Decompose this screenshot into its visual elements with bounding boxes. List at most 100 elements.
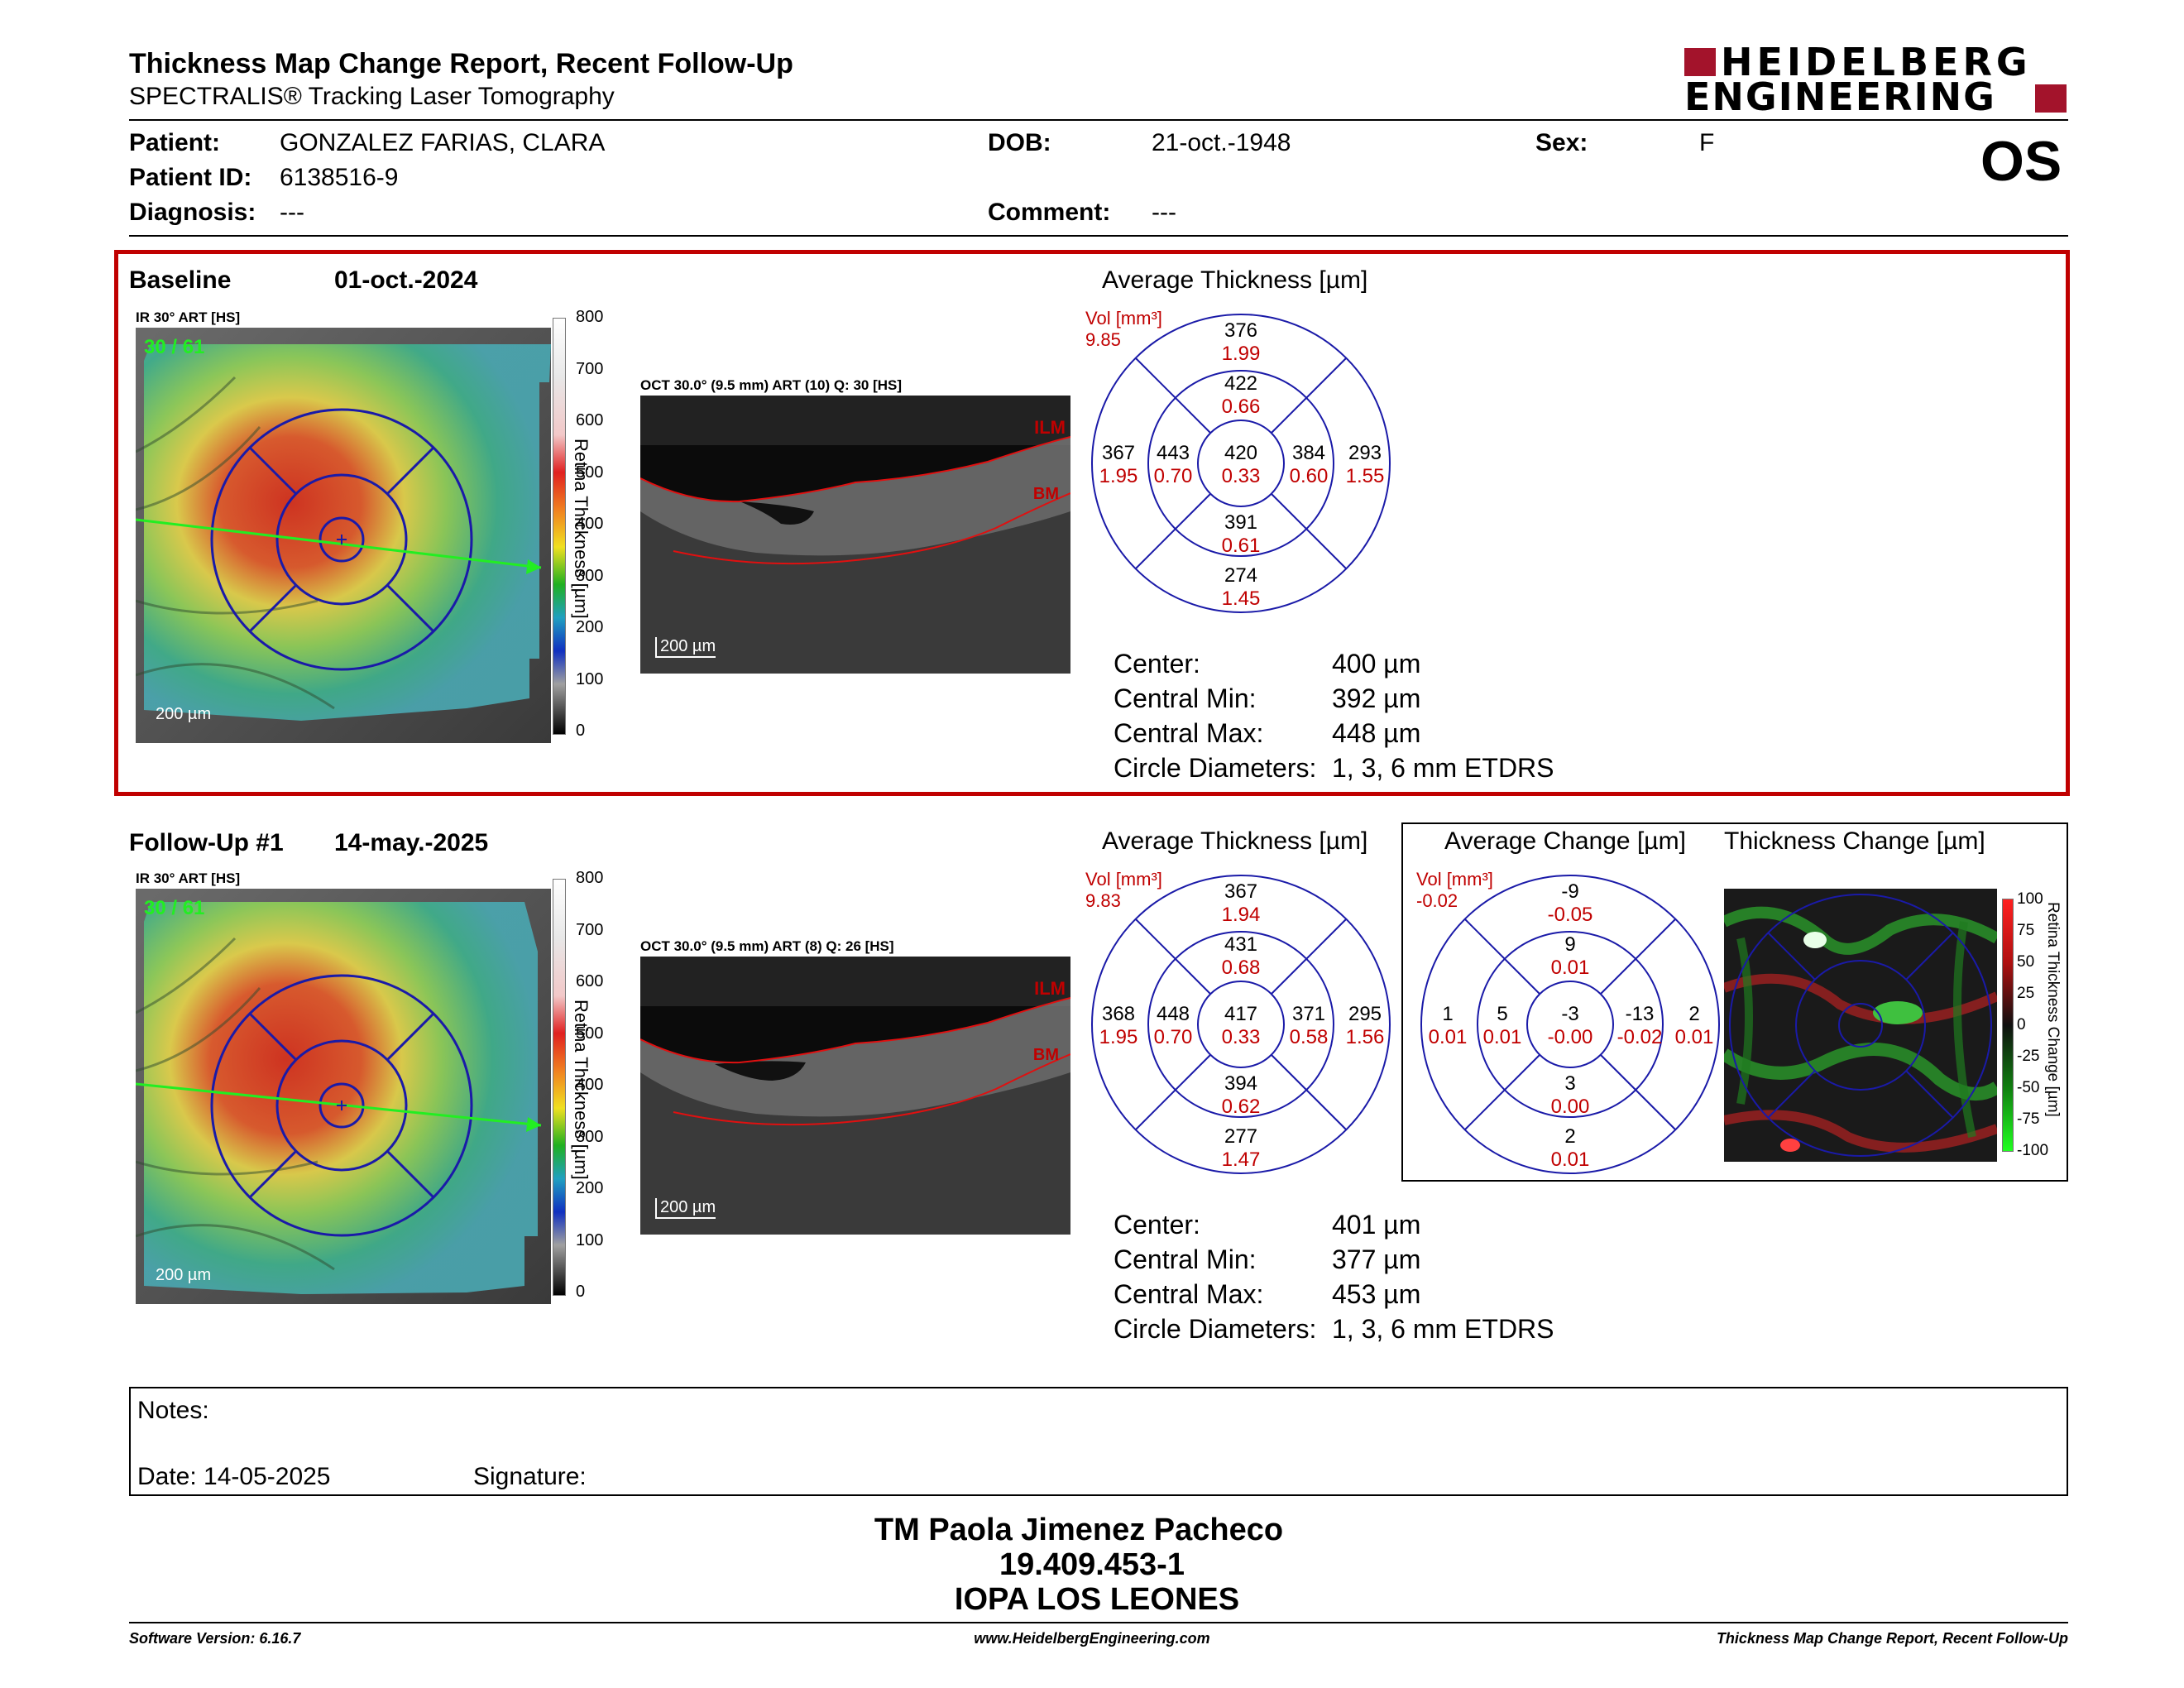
sex-value: F xyxy=(1699,129,1715,156)
website-link[interactable]: www.HeidelbergEngineering.com xyxy=(974,1630,1210,1647)
signer-block: TM Paola Jimenez Pacheco 19.409.453-1 IO… xyxy=(0,1513,2184,1617)
colorbar-tick: 300 xyxy=(576,566,604,585)
change-inner-right: -13 -0.02 xyxy=(1616,1003,1663,1048)
colorbar-tick: 50 xyxy=(2017,953,2035,971)
ir-scan-count: 30 / 61 xyxy=(144,336,205,358)
colorbar-tick: 75 xyxy=(2017,922,2035,939)
eye-indicator: OS xyxy=(1980,130,2062,193)
metric-center: Center: 401 µm xyxy=(1114,1210,1421,1240)
footer-divider xyxy=(129,1622,2068,1623)
colorbar-tick: 400 xyxy=(576,515,604,533)
patient-name: GONZALEZ FARIAS, CLARA xyxy=(280,129,606,156)
report-title: Thickness Map Change Report, Recent Foll… xyxy=(129,48,793,79)
change-inner-left: 5 0.01 xyxy=(1482,1003,1522,1048)
signature-label: Signature: xyxy=(473,1463,587,1490)
colorbar-tick: 800 xyxy=(576,869,604,887)
software-version: Software Version: 6.16.7 xyxy=(129,1630,301,1647)
colorbar-tick: 200 xyxy=(576,618,604,636)
colorbar-ticks: 800 700 600 500 400 300 200 100 0 xyxy=(576,308,617,740)
change-center: -3 -0.00 xyxy=(1547,1003,1593,1048)
fundus-thickness-map: 30 / 61 200 µm xyxy=(135,328,551,743)
brand-line1: HEIDELBERG xyxy=(1721,40,2032,84)
colorbar-tick: 700 xyxy=(576,359,604,378)
colorbar-tick: 200 xyxy=(576,1179,604,1197)
patient-id-label: Patient ID: xyxy=(129,164,252,191)
sector-center: 420 0.33 xyxy=(1221,442,1261,487)
sex-label: Sex: xyxy=(1535,129,1588,156)
sector-inner-right: 371 0.58 xyxy=(1289,1003,1329,1048)
notes-box[interactable]: Notes: Date: 14-05-2025 Signature: xyxy=(129,1387,2068,1496)
colorbar-tick: 600 xyxy=(576,972,604,990)
ir-label-followup: IR 30° ART [HS] xyxy=(136,870,241,886)
patient-label: Patient: xyxy=(129,129,221,156)
sector-center: 417 0.33 xyxy=(1221,1003,1261,1048)
dob-label: DOB: xyxy=(988,129,1051,156)
ir-scale-bar-followup: 200 µm xyxy=(156,1266,212,1284)
colorbar-tick: 500 xyxy=(576,1024,604,1043)
metric-circle-diameters: Circle Diameters: 1, 3, 6 mm ETDRS xyxy=(1114,753,1554,783)
baseline-panel xyxy=(114,250,2070,796)
ilm-label-followup: ILM xyxy=(1034,978,1066,999)
oct-scale-bar-followup: 200 µm xyxy=(655,1198,716,1219)
bm-label-followup: BM xyxy=(1032,1046,1059,1064)
colorbar-tick: 25 xyxy=(2017,985,2035,1002)
oct-label-followup: OCT 30.0° (9.5 mm) ART (8) Q: 26 [HS] xyxy=(640,938,894,954)
baseline-date: 01-oct.-2024 xyxy=(334,266,478,294)
change-inner-top: 9 0.01 xyxy=(1550,933,1590,979)
colorbar-tick: 700 xyxy=(576,920,604,939)
ilm-label: ILM xyxy=(1034,417,1066,438)
change-outer-bottom: 2 0.01 xyxy=(1550,1125,1590,1171)
signer-name: TM Paola Jimenez Pacheco xyxy=(874,1513,1284,1547)
thickness-change-map xyxy=(1720,889,2001,1162)
metric-central-max: Central Max: 453 µm xyxy=(1114,1279,1421,1309)
metric-central-min: Central Min: 392 µm xyxy=(1114,683,1421,713)
change-colorbar-ticks: 100 75 50 25 0 -25 -50 -75 -100 xyxy=(2017,890,2050,1159)
oct-bscan: ILM BM 200 µm xyxy=(639,396,1071,674)
baseline-label: Baseline xyxy=(129,266,232,294)
sector-outer-bottom: 277 1.47 xyxy=(1221,1125,1261,1171)
colorbar-tick: 400 xyxy=(576,1076,604,1094)
oct-bscan-followup: ILM BM 200 µm xyxy=(639,957,1071,1235)
ir-scale-bar: 200 µm xyxy=(156,705,212,723)
oct-scale-bar: 200 µm xyxy=(655,637,716,658)
thickness-colorbar-followup xyxy=(553,879,566,1296)
colorbar-tick: -50 xyxy=(2017,1079,2040,1096)
patient-divider xyxy=(129,235,2068,237)
change-inner-bottom: 3 0.00 xyxy=(1550,1072,1590,1118)
etdrs-grid: 376 1.99 422 0.66 420 0.33 367 1.95 443 0.70 … xyxy=(1090,313,1391,614)
followup-date: 14-may.-2025 xyxy=(334,829,489,856)
change-colorbar-label: Retina Thickness Change [µm] xyxy=(2044,902,2062,1117)
colorbar-tick: -25 xyxy=(2017,1048,2040,1065)
change-panel xyxy=(1401,822,2068,1182)
fundus-thickness-map-followup: 30 / 61 200 µm xyxy=(135,889,551,1304)
sector-inner-left: 443 0.70 xyxy=(1153,442,1193,487)
thickness-colorbar xyxy=(553,318,566,735)
colorbar-tick: 0 xyxy=(2017,1016,2026,1033)
sector-inner-top: 431 0.68 xyxy=(1221,933,1261,979)
colorbar-tick: 800 xyxy=(576,308,604,326)
sector-outer-top: 367 1.94 xyxy=(1221,880,1261,926)
colorbar-label-followup: Retina Thickness [µm] xyxy=(571,1000,592,1180)
sector-outer-top: 376 1.99 xyxy=(1221,319,1261,365)
sector-inner-top: 422 0.66 xyxy=(1221,372,1261,418)
footer-report-name: Thickness Map Change Report, Recent Foll… xyxy=(1716,1630,2068,1647)
etdrs-change-grid: -9 -0.05 9 0.01 -3 -0.00 1 0.01 5 0.01 -13 -0.… xyxy=(1420,874,1721,1175)
report-subtitle: SPECTRALIS® Tracking Laser Tomography xyxy=(129,83,615,110)
change-outer-left: 1 0.01 xyxy=(1428,1003,1468,1048)
colorbar-tick: 0 xyxy=(576,722,586,740)
colorbar-tick: 600 xyxy=(576,411,604,429)
sector-outer-left: 367 1.95 xyxy=(1099,442,1138,487)
colorbar-tick: -75 xyxy=(2017,1110,2040,1128)
colorbar-tick: 500 xyxy=(576,463,604,482)
colorbar-tick: 0 xyxy=(576,1283,586,1301)
avg-change-title: Average Change [µm] xyxy=(1444,827,1686,855)
brand-line2: ENGINEERING xyxy=(1684,74,1996,119)
header-divider xyxy=(129,119,2068,121)
notes-label: Notes: xyxy=(137,1397,209,1424)
sector-outer-left: 368 1.95 xyxy=(1099,1003,1138,1048)
avg-thickness-title-followup: Average Thickness [µm] xyxy=(1102,827,1368,855)
etdrs-grid-followup: 367 1.94 431 0.68 417 0.33 368 1.95 448 0.70 … xyxy=(1090,874,1391,1175)
comment-label: Comment: xyxy=(988,199,1111,226)
diagnosis-label: Diagnosis: xyxy=(129,199,256,226)
followup-label: Follow-Up #1 xyxy=(129,829,284,856)
